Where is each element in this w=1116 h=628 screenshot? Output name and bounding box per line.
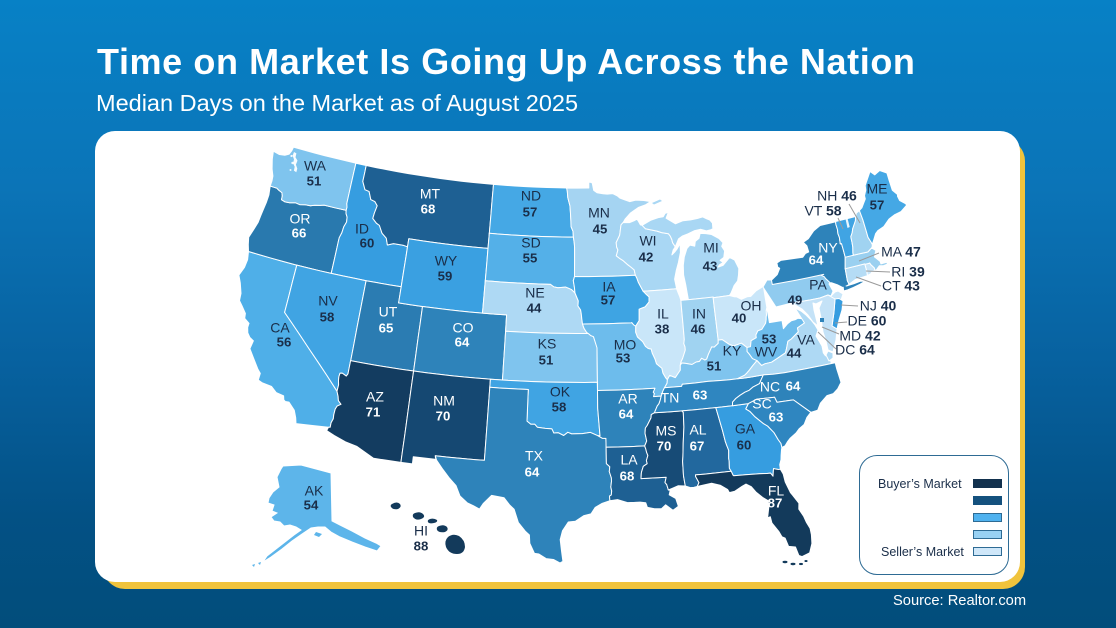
svg-text:OR: OR (290, 211, 311, 227)
svg-text:UT: UT (379, 304, 398, 320)
svg-text:WI: WI (639, 233, 656, 249)
svg-text:46: 46 (691, 322, 706, 337)
svg-text:MD 42: MD 42 (839, 328, 880, 344)
svg-text:53: 53 (762, 332, 777, 347)
svg-text:54: 54 (304, 498, 319, 513)
svg-text:49: 49 (788, 293, 803, 308)
svg-text:44: 44 (527, 301, 542, 316)
svg-text:NM: NM (433, 393, 455, 409)
svg-text:NC: NC (760, 379, 780, 395)
svg-text:68: 68 (421, 202, 436, 217)
svg-text:VT 58: VT 58 (804, 203, 841, 219)
svg-text:PA: PA (809, 277, 827, 293)
svg-text:IA: IA (602, 279, 616, 295)
svg-text:DC 64: DC 64 (835, 342, 875, 358)
svg-text:68: 68 (620, 469, 635, 484)
svg-text:OH: OH (741, 298, 762, 314)
svg-text:MA 47: MA 47 (881, 244, 921, 260)
svg-text:KS: KS (538, 336, 557, 352)
svg-text:57: 57 (523, 205, 538, 220)
svg-text:MI: MI (703, 240, 719, 256)
svg-text:TX: TX (525, 448, 544, 464)
svg-text:87: 87 (768, 496, 783, 511)
svg-text:64: 64 (619, 407, 634, 422)
svg-text:56: 56 (277, 335, 292, 350)
svg-text:60: 60 (360, 236, 375, 251)
svg-text:66: 66 (292, 226, 307, 241)
svg-text:MO: MO (614, 337, 637, 353)
svg-text:WV: WV (755, 344, 778, 360)
svg-text:IN: IN (692, 306, 706, 322)
svg-text:63: 63 (769, 410, 784, 425)
svg-text:58: 58 (552, 400, 567, 415)
svg-text:51: 51 (707, 359, 722, 374)
svg-text:67: 67 (690, 439, 705, 454)
svg-text:AK: AK (305, 483, 324, 499)
svg-text:59: 59 (438, 269, 453, 284)
svg-text:51: 51 (307, 174, 322, 189)
svg-text:65: 65 (379, 321, 394, 336)
svg-text:OK: OK (550, 384, 571, 400)
svg-text:51: 51 (539, 353, 554, 368)
svg-text:ND: ND (521, 188, 541, 204)
svg-text:63: 63 (693, 388, 708, 403)
svg-text:GA: GA (735, 421, 756, 437)
svg-text:45: 45 (593, 222, 608, 237)
svg-text:MS: MS (656, 423, 677, 439)
svg-text:42: 42 (639, 250, 654, 265)
svg-text:DE 60: DE 60 (848, 313, 887, 329)
svg-text:57: 57 (601, 293, 616, 308)
svg-text:43: 43 (703, 259, 718, 274)
svg-text:70: 70 (436, 409, 451, 424)
svg-text:SC: SC (752, 396, 771, 412)
svg-text:NV: NV (318, 293, 338, 309)
svg-text:CT 43: CT 43 (882, 278, 920, 294)
svg-text:CO: CO (453, 320, 474, 336)
svg-text:NY: NY (818, 240, 838, 256)
svg-text:FL: FL (768, 483, 785, 499)
svg-text:58: 58 (320, 310, 335, 325)
svg-text:TN: TN (661, 390, 680, 406)
svg-text:KY: KY (723, 343, 742, 359)
svg-text:55: 55 (523, 251, 538, 266)
svg-text:ME: ME (867, 181, 888, 197)
svg-text:LA: LA (620, 452, 638, 468)
svg-text:AZ: AZ (366, 389, 384, 405)
svg-text:70: 70 (657, 439, 672, 454)
svg-text:44: 44 (787, 346, 802, 361)
svg-text:38: 38 (655, 322, 670, 337)
svg-text:NJ 40: NJ 40 (860, 298, 897, 314)
svg-text:53: 53 (616, 351, 631, 366)
svg-text:NE: NE (525, 285, 544, 301)
svg-text:88: 88 (414, 539, 429, 554)
svg-text:NH 46: NH 46 (817, 188, 857, 204)
svg-text:MT: MT (420, 186, 441, 202)
svg-text:ID: ID (355, 221, 369, 237)
svg-text:VA: VA (797, 332, 815, 348)
svg-text:AL: AL (689, 422, 706, 438)
svg-text:IL: IL (657, 306, 669, 322)
svg-text:WY: WY (435, 253, 458, 269)
svg-text:MN: MN (588, 205, 610, 221)
svg-text:CA: CA (270, 320, 290, 336)
svg-text:SD: SD (521, 235, 540, 251)
svg-text:WA: WA (304, 158, 327, 174)
svg-text:AR: AR (618, 391, 637, 407)
svg-text:57: 57 (870, 198, 885, 213)
svg-text:60: 60 (737, 438, 752, 453)
svg-text:64: 64 (786, 379, 801, 394)
svg-text:64: 64 (809, 253, 824, 268)
svg-text:HI: HI (414, 523, 428, 539)
svg-text:64: 64 (525, 465, 540, 480)
svg-text:64: 64 (455, 335, 470, 350)
svg-text:40: 40 (732, 311, 747, 326)
svg-text:RI 39: RI 39 (891, 264, 925, 280)
svg-text:71: 71 (366, 405, 381, 420)
